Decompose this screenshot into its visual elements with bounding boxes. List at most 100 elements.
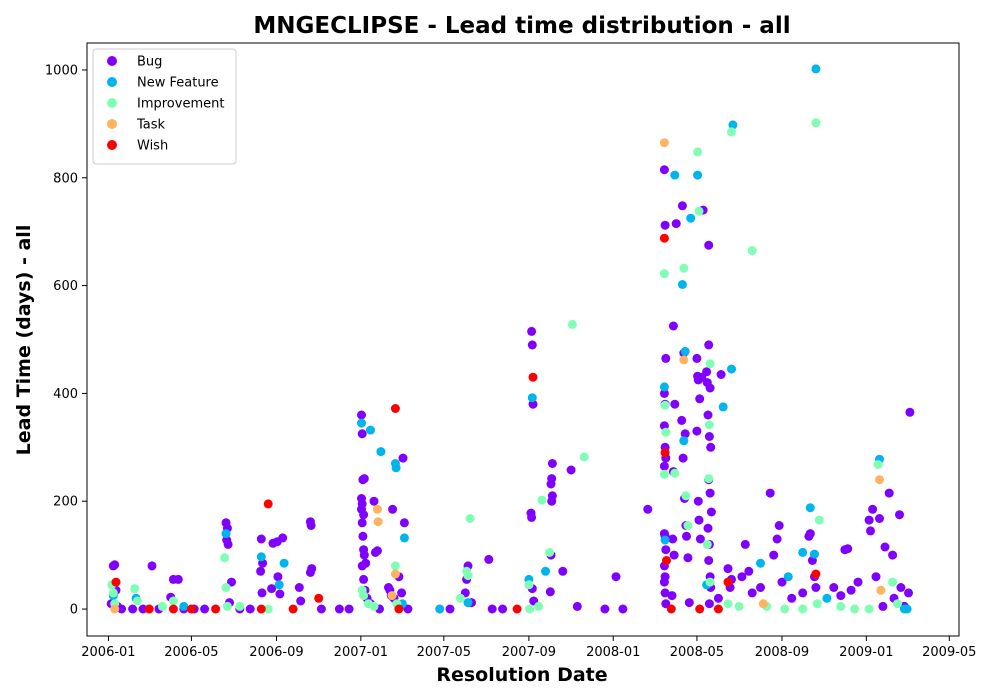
- legend-label: New Feature: [137, 76, 219, 91]
- point-improvement: [390, 561, 400, 571]
- point-improvement: [369, 601, 379, 611]
- point-new-feature: [727, 364, 736, 374]
- point-bug: [294, 583, 304, 592]
- point-bug: [843, 544, 853, 554]
- point-bug: [772, 534, 782, 544]
- point-improvement: [537, 495, 547, 505]
- point-improvement: [659, 269, 669, 279]
- point-new-feature: [357, 418, 366, 428]
- point-bug: [682, 531, 691, 541]
- y-axis: 0 200 400 600 800 1000: [45, 63, 87, 618]
- point-new-feature: [693, 170, 703, 180]
- point-new-feature: [810, 549, 819, 559]
- x-tick-label: 2009-05: [922, 645, 976, 660]
- point-task: [659, 138, 669, 148]
- y-axis-label: Lead Time (days) - all: [13, 225, 35, 456]
- point-new-feature: [179, 601, 189, 611]
- point-bug: [358, 531, 368, 541]
- point-bug: [278, 533, 288, 543]
- point-wish: [723, 577, 733, 587]
- point-bug: [836, 591, 846, 601]
- point-new-feature: [902, 604, 912, 614]
- x-tick-label: 2007-05: [417, 645, 471, 660]
- point-bug: [884, 488, 894, 498]
- point-improvement: [567, 319, 577, 329]
- point-bug: [704, 340, 714, 350]
- point-wish: [695, 604, 705, 614]
- point-bug: [713, 593, 723, 603]
- point-bug: [695, 394, 705, 404]
- point-bug: [680, 429, 690, 439]
- point-improvement: [747, 246, 757, 256]
- point-improvement: [681, 491, 691, 501]
- point-improvement: [836, 601, 846, 611]
- point-bug: [878, 601, 888, 611]
- point-new-feature: [376, 447, 386, 457]
- point-improvement: [455, 593, 465, 603]
- point-improvement: [524, 580, 534, 590]
- point-task: [679, 355, 689, 365]
- point-bug: [245, 604, 255, 614]
- point-bug: [905, 407, 915, 417]
- point-bug: [257, 588, 267, 598]
- point-new-feature: [679, 436, 689, 446]
- point-wish: [211, 604, 221, 614]
- point-bug: [110, 560, 120, 570]
- point-improvement: [679, 263, 689, 273]
- point-improvement: [133, 596, 142, 606]
- point-bug: [706, 507, 716, 517]
- point-bug: [668, 534, 678, 544]
- chart-title: MNGECLIPSE - Lead time distribution - al…: [253, 13, 790, 39]
- point-improvement: [525, 604, 535, 614]
- point-bug: [787, 593, 797, 603]
- point-bug: [671, 219, 681, 229]
- point-bug: [677, 201, 687, 211]
- point-improvement: [873, 460, 883, 470]
- point-wish: [394, 604, 404, 614]
- point-improvement: [780, 604, 790, 614]
- point-improvement: [465, 514, 475, 523]
- point-new-feature: [435, 604, 445, 614]
- point-bug: [695, 534, 705, 544]
- y-tick-label: 0: [70, 603, 78, 618]
- point-bug: [305, 567, 315, 577]
- point-task: [875, 475, 884, 485]
- point-improvement: [812, 599, 822, 609]
- point-bug: [798, 588, 808, 598]
- point-new-feature: [805, 503, 815, 513]
- point-improvement: [359, 591, 369, 601]
- point-new-feature: [822, 593, 832, 603]
- legend-label: Bug: [137, 55, 162, 70]
- point-task: [758, 599, 768, 609]
- point-bug: [618, 604, 628, 614]
- point-bug: [267, 584, 277, 594]
- point-bug: [871, 572, 881, 582]
- point-bug: [875, 514, 884, 523]
- legend-marker: [107, 140, 117, 150]
- point-bug: [527, 326, 537, 336]
- point-bug: [704, 432, 714, 441]
- point-new-feature: [659, 382, 669, 392]
- point-wish: [659, 233, 669, 243]
- point-task: [373, 517, 383, 527]
- point-wish: [288, 604, 298, 614]
- point-bug: [659, 165, 669, 175]
- point-wish: [314, 593, 324, 603]
- point-improvement: [579, 452, 589, 462]
- point-bug: [737, 572, 747, 582]
- point-bug: [660, 220, 670, 230]
- point-new-feature: [221, 529, 231, 539]
- point-bug: [667, 591, 677, 601]
- point-bug: [677, 415, 687, 425]
- point-bug: [334, 604, 344, 614]
- point-improvement: [661, 427, 671, 437]
- point-improvement: [893, 599, 902, 609]
- point-wish: [186, 604, 196, 614]
- point-bug: [403, 604, 413, 614]
- point-improvement: [130, 584, 140, 594]
- legend-marker: [107, 56, 117, 66]
- points-layer: [106, 64, 915, 614]
- y-tick-label: 800: [53, 171, 78, 186]
- point-wish: [256, 604, 266, 614]
- point-new-feature: [527, 393, 537, 403]
